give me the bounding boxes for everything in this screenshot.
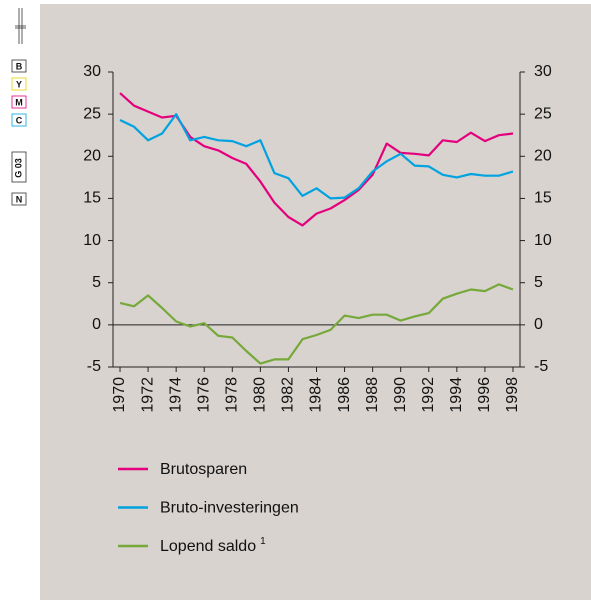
mark-label: B	[16, 61, 23, 71]
mark-box	[11, 59, 27, 73]
plot: -5 0 5 10 15 20 25 30 -5 0 5 10 15 20 25 30 1970 1972 1974…	[83, 63, 552, 555]
y2-tick-label: -5	[534, 358, 548, 375]
mark-box	[11, 95, 27, 109]
y2-tick-label: 30	[534, 63, 552, 80]
x-tick-label: 1980	[252, 377, 269, 413]
y2-tick-label: 5	[534, 274, 543, 291]
x-tick-label: 1996	[476, 377, 493, 413]
series-line	[119, 283, 514, 365]
y-tick-label: 30	[83, 63, 101, 80]
y-tick-label: 15	[83, 190, 101, 207]
x-tick-label: 1998	[504, 377, 521, 413]
y2-tick-label: 20	[534, 148, 552, 165]
y2-tick-label: 10	[534, 232, 552, 249]
mark-label: M	[15, 97, 23, 107]
legend-label: Lopend saldo 1	[160, 536, 266, 556]
y2-tick-label: 0	[534, 316, 543, 333]
mark-box	[11, 192, 27, 206]
y2-tick-label: 25	[534, 105, 552, 122]
legend-name: Lopend saldo	[160, 538, 256, 555]
series-line	[119, 113, 514, 200]
legend-name: Brutosparen	[160, 461, 247, 478]
y-tick-label: 25	[83, 105, 101, 122]
crosshair-icon	[15, 8, 26, 44]
x-tick-label: 1994	[448, 377, 465, 413]
y-tick-label: 0	[92, 316, 101, 333]
x-tick-label: 1978	[224, 377, 241, 413]
legend-note: 1	[260, 536, 266, 547]
x-tick-label: 1974	[167, 377, 184, 413]
x-tick-label: 1986	[336, 377, 353, 413]
y-tick-label: -5	[87, 358, 101, 375]
legend-label: Bruto-investeringen	[160, 500, 299, 517]
background-panel	[40, 4, 591, 600]
legend-label: Brutosparen	[160, 461, 247, 478]
mark-label: C	[16, 115, 23, 125]
mark-label: N	[16, 194, 23, 204]
x-tick-label: 1992	[420, 377, 437, 413]
x-tick-label: 1970	[111, 377, 128, 413]
y2-tick-label: 15	[534, 190, 552, 207]
y-tick-label: 10	[83, 232, 101, 249]
x-tick-label: 1982	[280, 377, 297, 413]
x-tick-label: 1988	[364, 377, 381, 413]
y-tick-label: 5	[92, 274, 101, 291]
mark-box	[11, 113, 27, 127]
x-tick-label: 1976	[195, 377, 212, 413]
x-tick-label: 1984	[308, 377, 325, 413]
x-tick-label: 1990	[392, 377, 409, 413]
legend-name: Bruto-investeringen	[160, 500, 299, 517]
y-tick-label: 20	[83, 148, 101, 165]
mark-label: Y	[16, 79, 22, 89]
mark-label: G 03	[13, 158, 23, 178]
x-tick-label: 1972	[139, 377, 156, 413]
mark-box	[11, 151, 27, 183]
mark-box	[11, 77, 27, 91]
